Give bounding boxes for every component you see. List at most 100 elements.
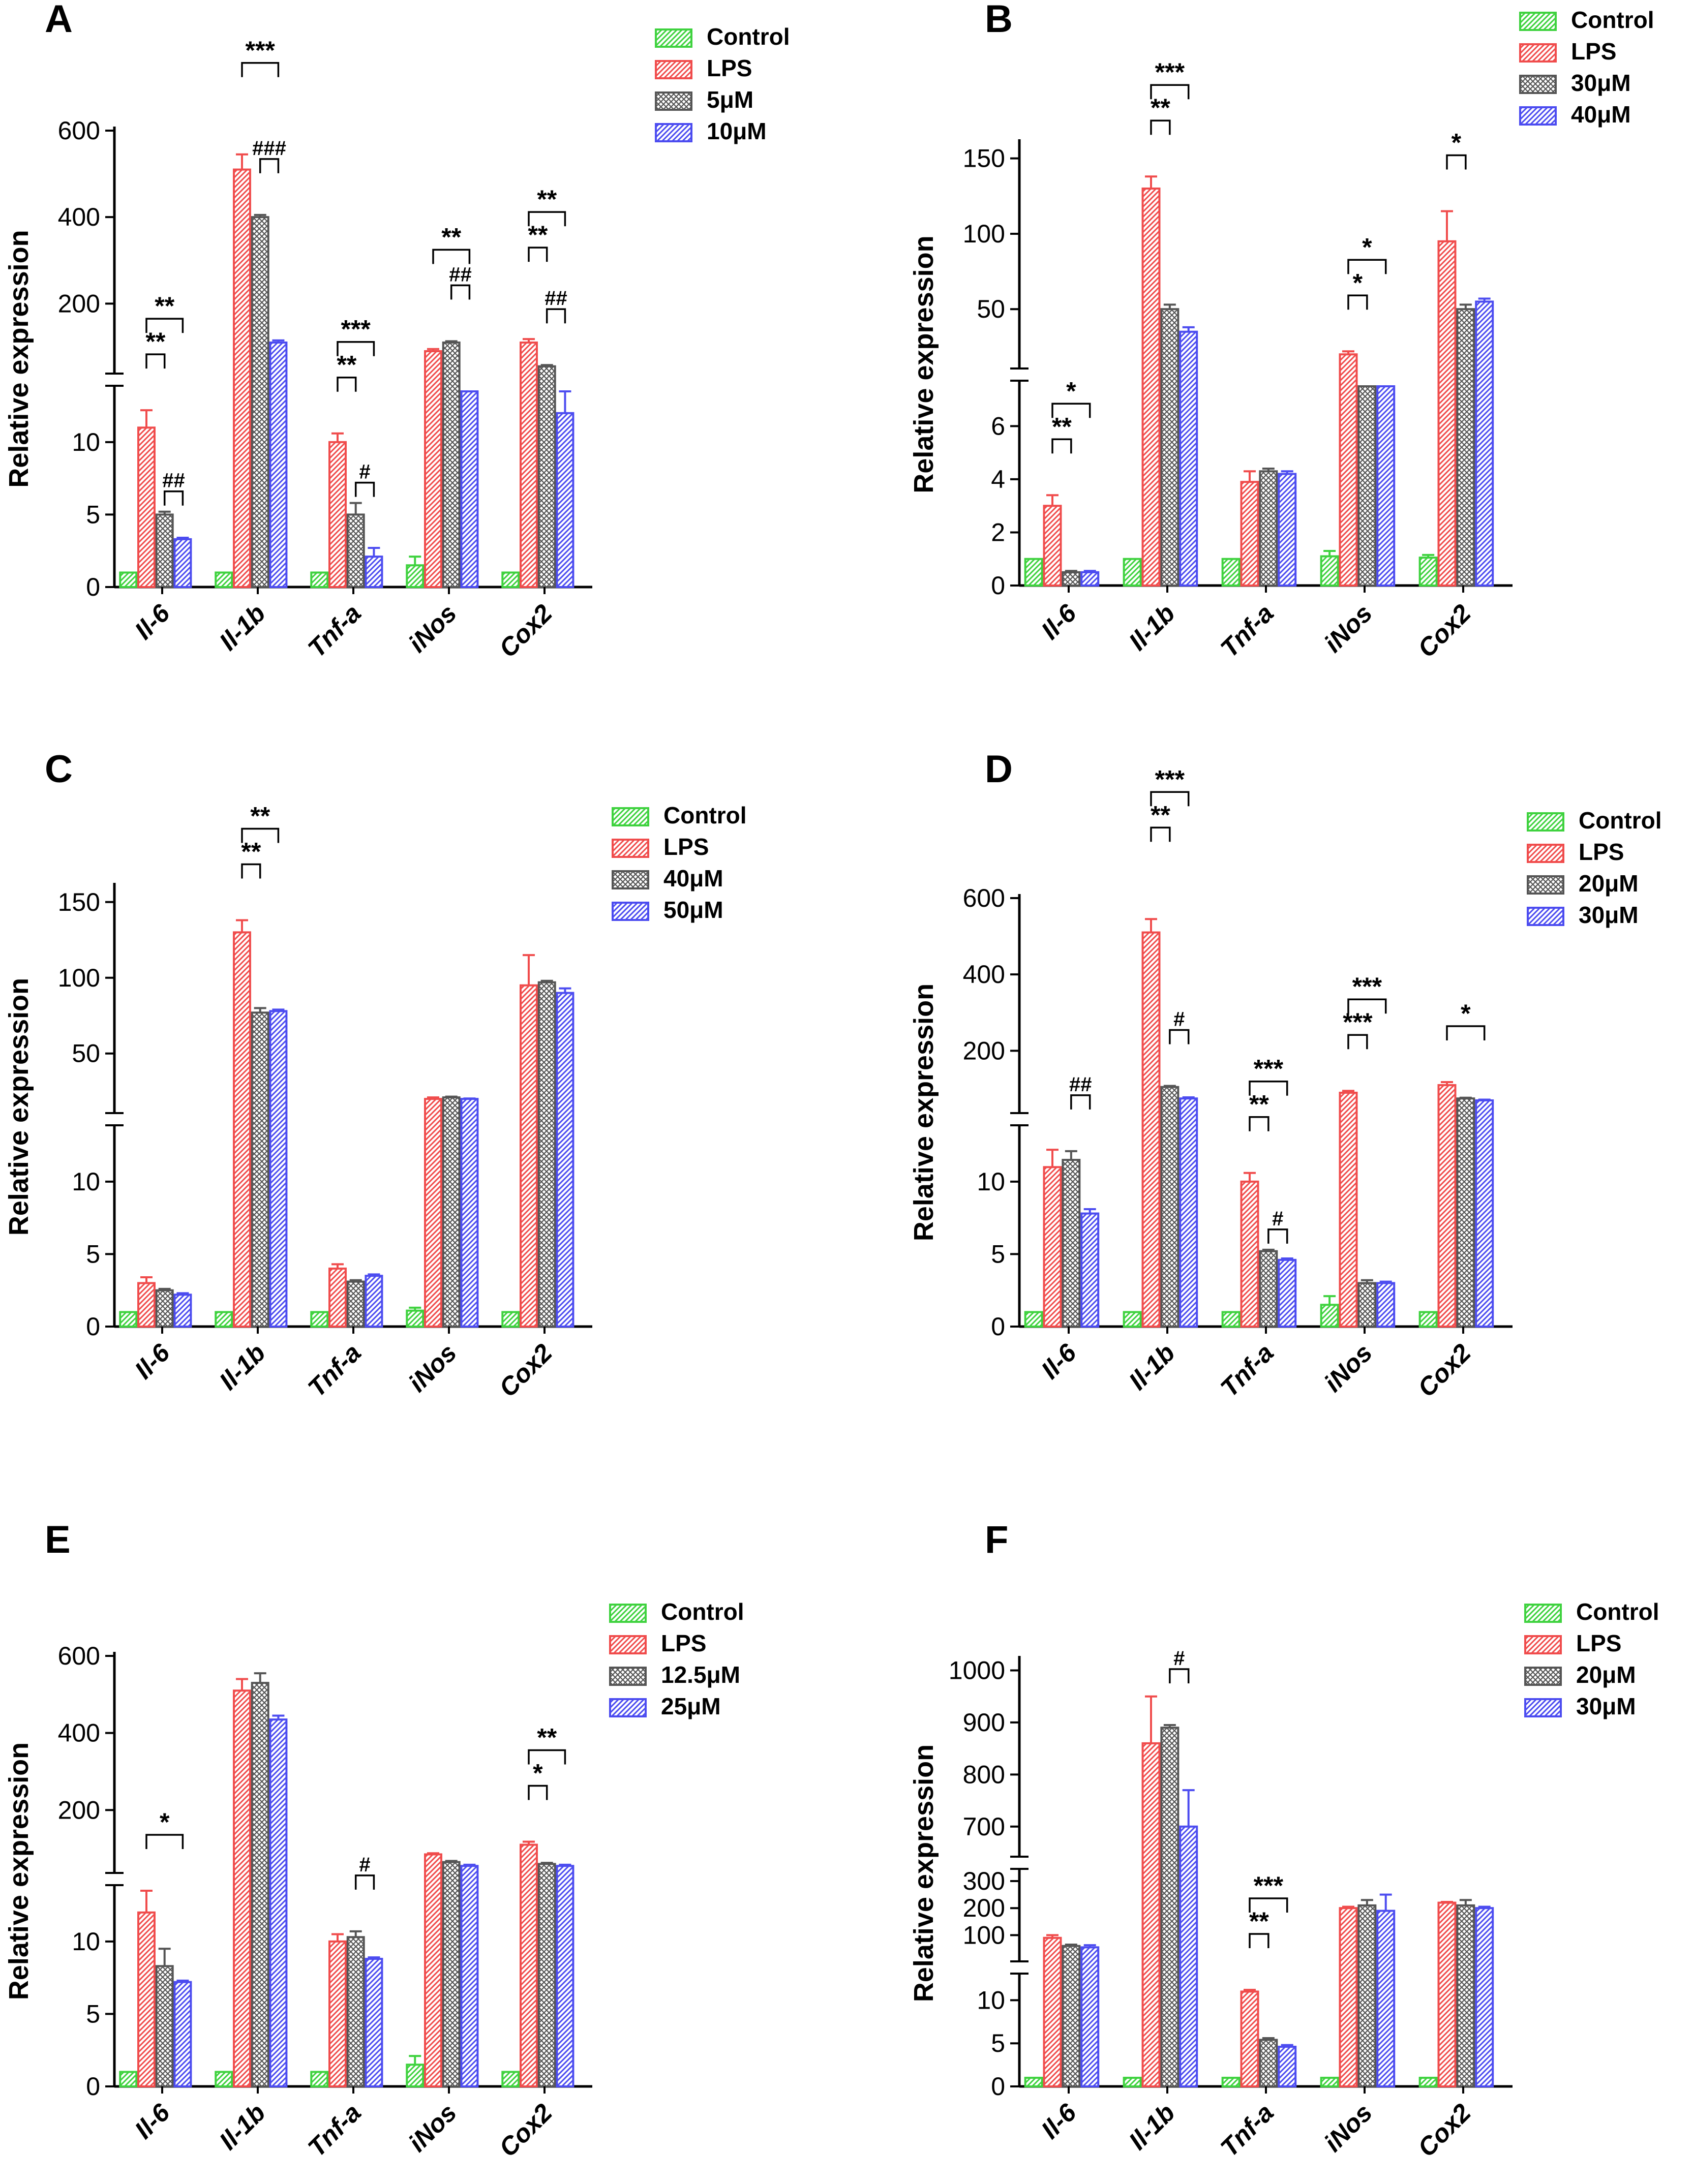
bar-treat2	[173, 1294, 192, 1328]
panel-letter: F	[985, 1518, 1009, 1561]
significance-label: **	[1249, 1090, 1269, 1119]
legend-label: 5μM	[707, 86, 753, 113]
significance-bracket	[163, 490, 184, 506]
legend-label: Control	[707, 23, 790, 50]
x-tick-label: Tnf-a	[1215, 599, 1279, 663]
y-tick-label: 5	[991, 2029, 1005, 2057]
bar-treat2	[1475, 1907, 1494, 2087]
significance-bracket	[145, 1834, 184, 1849]
significance-label: ###	[252, 137, 286, 160]
legend-label: Control	[1576, 1598, 1659, 1625]
bar-control	[1221, 558, 1241, 587]
legend-label: LPS	[663, 834, 709, 860]
axis-break	[1009, 368, 1513, 381]
bar-control	[406, 564, 425, 588]
bar-control	[501, 2071, 520, 2087]
y-tick-label: 50	[977, 295, 1005, 323]
bar-treat1	[155, 513, 174, 588]
bar-control	[501, 1311, 520, 1328]
x-tick-label: iNos	[403, 2098, 462, 2157]
x-tick-label: Tnf-a	[303, 599, 367, 663]
bar-control	[1320, 555, 1339, 587]
bar-treat2	[1179, 330, 1198, 587]
bar-treat2	[365, 1958, 383, 2088]
x-tick-label: Cox2	[1412, 1338, 1476, 1402]
bar-lps	[1141, 1742, 1161, 2087]
x-tick-label: Il-6	[129, 2098, 176, 2144]
bar-control	[1418, 2077, 1438, 2088]
significance-label: *	[160, 1808, 170, 1836]
bar-treat2	[173, 1981, 192, 2087]
bar-treat2	[269, 1718, 288, 2087]
bar-treat2	[1080, 1212, 1100, 1328]
legend-label: 20μM	[1579, 870, 1639, 897]
significance-bracket	[1070, 1094, 1091, 1110]
legend-swatch-treat1	[612, 870, 649, 889]
bar-treat1	[1259, 1250, 1278, 1328]
bar-treat2	[460, 1098, 479, 1328]
legend-swatch-control	[1519, 12, 1557, 31]
significance-label: **	[537, 185, 557, 213]
legend-label: 25μM	[661, 1693, 721, 1719]
y-tick-label: 800	[963, 1760, 1005, 1789]
significance-bracket	[1150, 826, 1171, 842]
y-tick-label: 10	[72, 1167, 100, 1196]
y-tick-label: 5	[991, 1240, 1005, 1268]
bar-treat2	[365, 556, 383, 588]
y-tick-label: 0	[86, 573, 100, 601]
y-tick-label: 600	[58, 116, 100, 145]
significance-bracket	[1051, 403, 1091, 418]
bar-treat2	[1376, 385, 1396, 587]
bar-control	[1024, 1311, 1043, 1328]
x-tick-label: Il-6	[1036, 598, 1082, 645]
bar-treat2	[173, 538, 192, 589]
significance-bracket	[1446, 1025, 1486, 1040]
y-tick-label: 100	[58, 964, 100, 992]
significance-bracket	[1150, 84, 1190, 100]
y-tick-label: 400	[58, 203, 100, 231]
bar-lps	[1437, 1901, 1457, 2087]
bar-lps	[424, 350, 442, 588]
y-tick-label: 0	[86, 1312, 100, 1341]
bar-lps	[1437, 1084, 1457, 1328]
y-tick-label: 10	[977, 1986, 1005, 2014]
bar-treat2	[1278, 2045, 1297, 2088]
y-tick-label: 400	[58, 1719, 100, 1747]
legend-label: 30μM	[1579, 902, 1639, 928]
bar-treat1	[537, 1863, 556, 2087]
bar-treat2	[269, 1010, 288, 1328]
bar-lps	[233, 168, 251, 588]
bar-lps	[1339, 353, 1358, 587]
legend-label: Control	[661, 1598, 744, 1625]
legend-swatch-lps	[609, 1635, 647, 1654]
bar-lps	[1240, 1180, 1259, 1328]
x-tick-label: iNos	[403, 1338, 462, 1397]
chart-a: 0 5 10 200 400 600 Relative expression Il-6 Il-1…	[4, 23, 790, 663]
significance-label: ##	[1069, 1073, 1092, 1096]
significance-bracket	[241, 62, 280, 77]
bar-treat2	[1278, 473, 1297, 587]
legend-swatch-lps	[655, 60, 692, 79]
legend-label: LPS	[707, 55, 752, 81]
bar-control	[1024, 558, 1043, 587]
axis-break	[104, 1873, 592, 1885]
y-tick-label: 5	[86, 500, 100, 529]
bar-treat2	[269, 341, 288, 588]
legend-label: 10μM	[707, 118, 767, 144]
bar-control	[119, 1311, 138, 1328]
bar-treat1	[1456, 308, 1475, 587]
legend-swatch-control	[655, 28, 692, 48]
y-axis-label: Relative expression	[909, 235, 939, 493]
significance-label: **	[1151, 801, 1170, 829]
bar-treat2	[1376, 1282, 1396, 1328]
bar-control	[1320, 2077, 1339, 2088]
y-tick-label: 50	[72, 1039, 100, 1068]
bar-treat1	[1357, 1904, 1377, 2087]
chart-d: 0 5 10 200 400 600 Relative expression Il-6 Il-1…	[909, 765, 1662, 1402]
significance-bracket	[1169, 1029, 1190, 1044]
bar-treat2	[1179, 1825, 1198, 2088]
bar-lps	[137, 1282, 156, 1328]
legend-label: LPS	[1571, 38, 1616, 65]
x-tick-label: Il-1b	[214, 599, 270, 656]
